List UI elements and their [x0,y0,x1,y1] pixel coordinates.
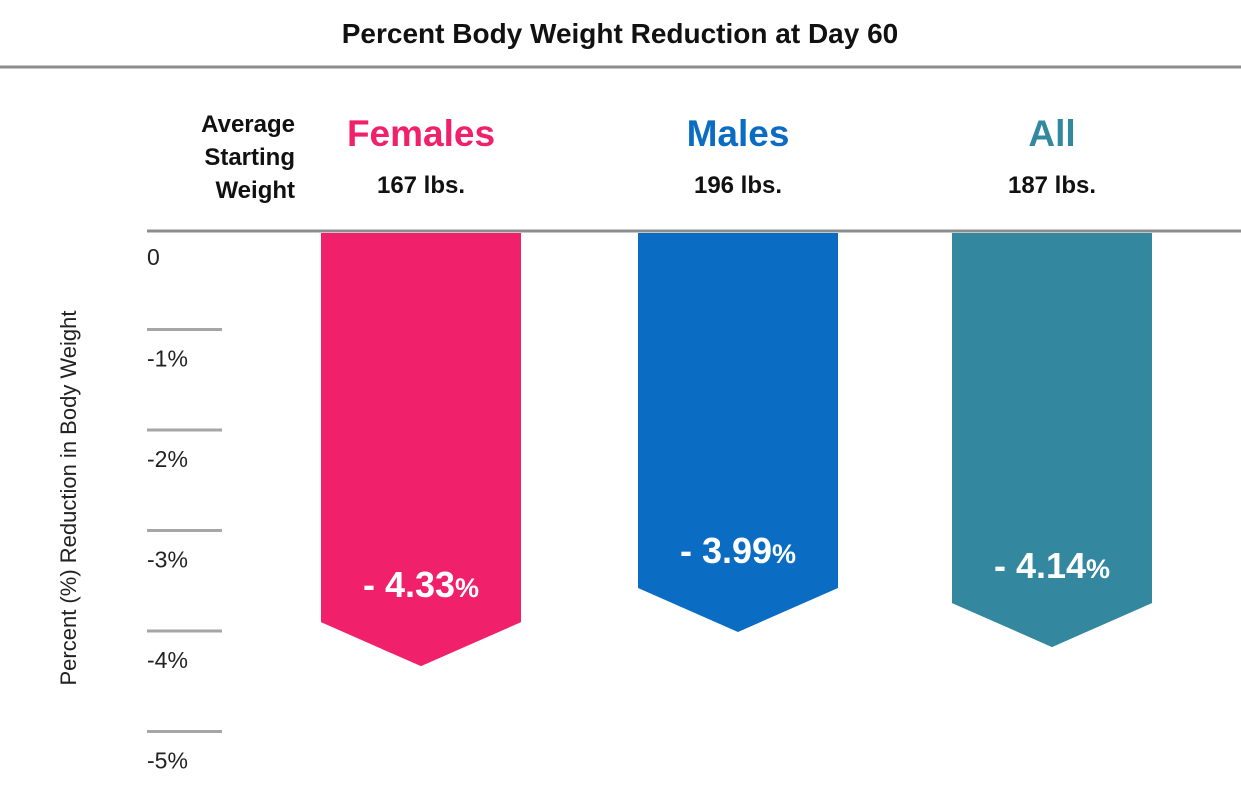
y-tick-label: -1% [147,346,188,372]
starting-weight-females: 167 lbs. [377,172,465,199]
group-name-females: Females [347,113,495,154]
data-label-value: - 3.99 [680,530,772,571]
chart-title: Percent Body Weight Reduction at Day 60 [342,18,899,49]
y-axis-ticks: 0 -1% -2% -3% -4% -5% [147,244,222,774]
bars: Females 167 lbs. - 4.33% Males 196 lbs. - 3.9… [321,113,1152,667]
data-label-females: - 4.33% [363,564,479,605]
data-label-value: - 4.33 [363,564,455,605]
data-label-percent: % [772,539,796,569]
y-tick-label: -5% [147,748,188,774]
data-label-value: - 4.14 [994,545,1086,586]
starting-weight-label-line-1: Average [201,111,295,138]
starting-weight-all: 187 lbs. [1008,172,1096,199]
y-tick-label: -2% [147,446,188,472]
starting-weight-label-line-3: Weight [215,177,295,204]
data-label-males: - 3.99% [680,530,796,571]
starting-weight-males: 196 lbs. [694,172,782,199]
starting-weight-label-line-2: Starting [204,144,295,171]
group-name-males: Males [687,113,790,154]
bar-females [321,233,521,667]
bar-males [638,233,838,632]
y-tick-label: -3% [147,547,188,573]
data-label-percent: % [1086,554,1110,584]
y-tick-label: -4% [147,647,188,673]
y-axis-label: Percent (%) Reduction in Body Weight [56,311,81,686]
bar-all [952,233,1152,648]
data-label-all: - 4.14% [994,545,1110,586]
data-label-percent: % [455,573,479,603]
starting-weight-header: Average Starting Weight [201,111,295,204]
y-tick-label: 0 [147,244,160,270]
group-name-all: All [1028,113,1075,154]
